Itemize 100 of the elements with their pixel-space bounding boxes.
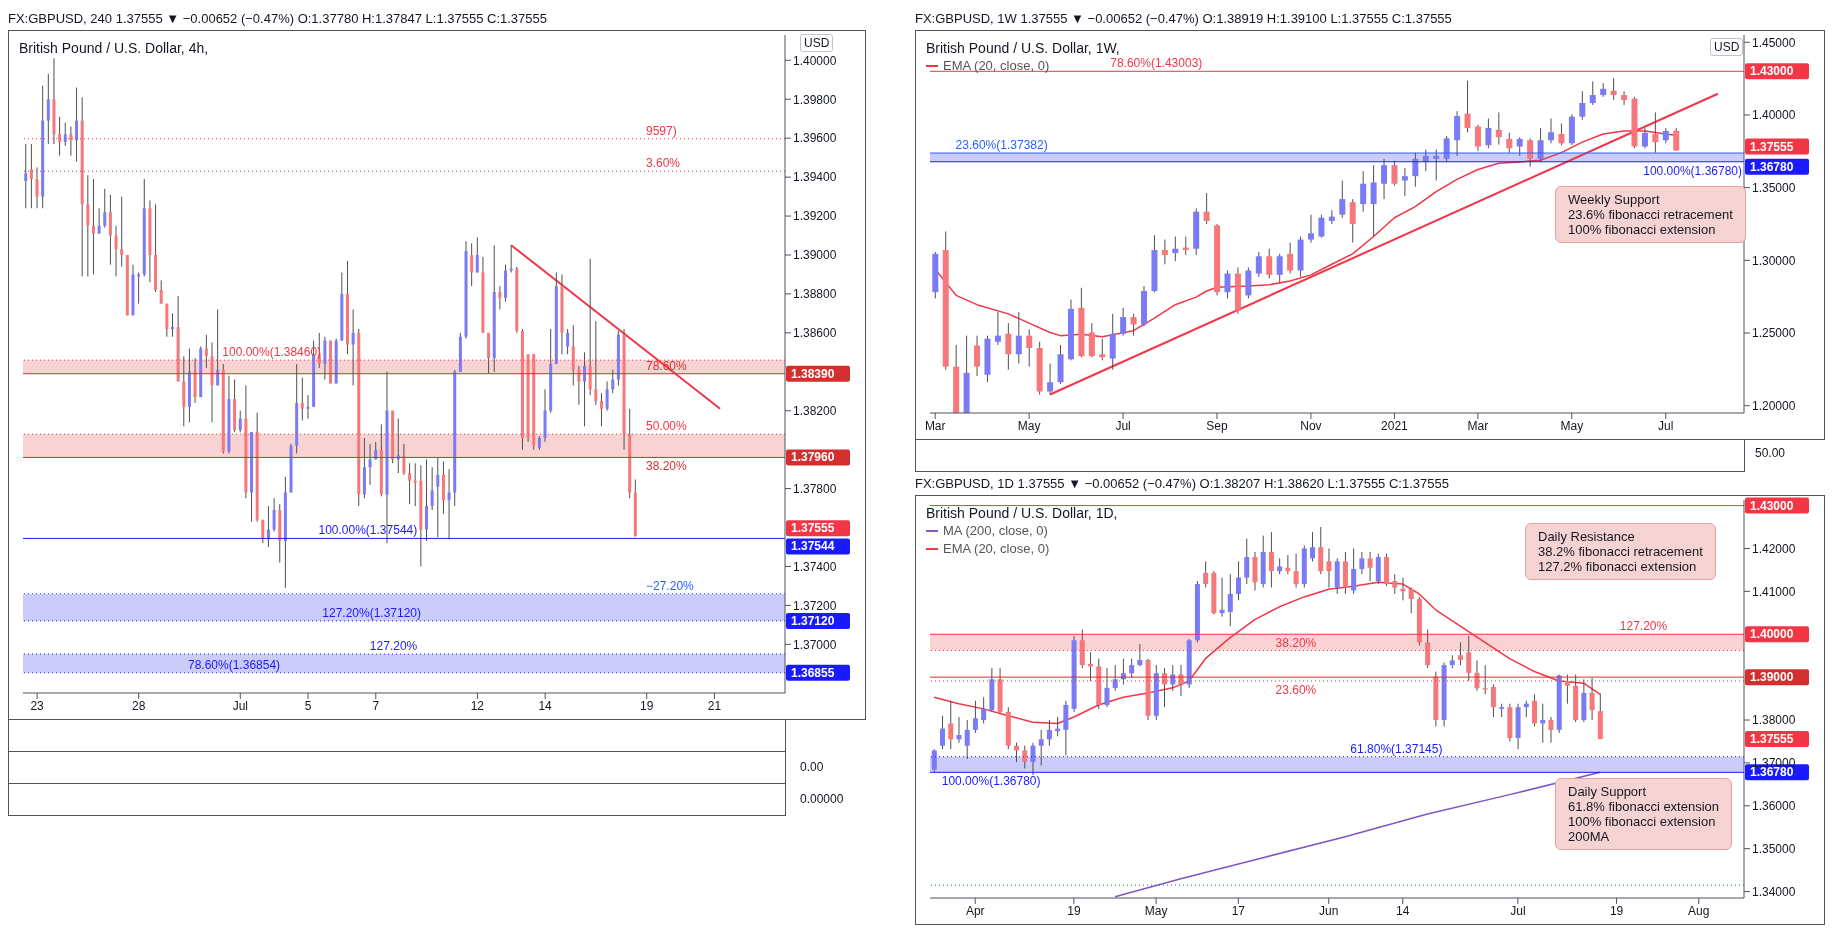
annotation: USD [1714, 40, 1740, 54]
ref-line-label: 78.60%(1.36854) [188, 657, 281, 672]
y-tick-label: 1.34000 [1752, 884, 1796, 899]
y-tick-label: 1.37200 [793, 598, 837, 613]
y-tick-label: 1.45000 [1752, 35, 1796, 50]
candlestick [1474, 124, 1481, 152]
annotation: 9597) [646, 123, 677, 138]
candlestick [1349, 198, 1356, 244]
x-tick-label: Apr [965, 903, 985, 918]
y-tick-label: 1.38600 [793, 326, 837, 341]
annotation: 3.60% [646, 156, 681, 171]
text: 1.37555 [791, 521, 835, 536]
x-tick-label: May [1017, 418, 1041, 433]
candlestick [571, 324, 575, 386]
annotation: 38.20% [1275, 635, 1317, 650]
candlestick [408, 462, 412, 505]
chart-title: British Pound / U.S. Dollar, 4h, [19, 39, 209, 57]
candlestick [1161, 239, 1168, 265]
candlestick [1516, 136, 1523, 157]
candlestick [1466, 635, 1472, 682]
candlestick [1307, 214, 1314, 244]
candlestick [1129, 658, 1135, 679]
chart-subtitle: FX:GBPUSD, 1D 1.37555 ▼ −0.00652 (−0.47%) O:1.38207 H:1.38620 L:1.37555 C:1.37555 [915, 475, 1450, 493]
y-tick-label: 1.39200 [793, 209, 837, 224]
candlestick [35, 166, 39, 209]
candlestick [1227, 573, 1233, 627]
candlestick [238, 410, 242, 433]
x-tick-label: Jul [1510, 903, 1526, 918]
candlestick [1433, 149, 1440, 182]
candlestick [402, 443, 406, 476]
candlestick [1408, 586, 1414, 614]
candlestick [171, 312, 174, 338]
annotation: Daily Support 61.8% fibonacci extension 100% fibonacci extension 200MA [1568, 784, 1720, 844]
candlestick [470, 242, 474, 287]
candlestick [1464, 80, 1471, 133]
candlestick [137, 272, 141, 305]
annotation: 127.20% [1619, 619, 1668, 634]
candlestick [1255, 251, 1262, 278]
candlestick [1652, 111, 1659, 154]
candlestick [1537, 127, 1544, 163]
candlestick [24, 143, 28, 209]
candlestick [577, 365, 581, 406]
y-tick-label: 1.39400 [793, 170, 837, 185]
candlestick [1236, 560, 1242, 601]
candlestick [368, 443, 372, 486]
y-tick-label: 1.39000 [793, 248, 837, 263]
candlestick [605, 381, 609, 412]
annotation: 127.20% [369, 639, 418, 654]
x-tick-label: Aug [1688, 903, 1710, 918]
x-tick-label: 19 [1609, 903, 1624, 918]
x-tick-label: 17 [1231, 903, 1246, 918]
x-tick-label: May [1144, 903, 1168, 918]
candlestick [588, 258, 592, 396]
candlestick [1172, 236, 1179, 262]
text: 50.00 [1755, 446, 1786, 460]
x-tick-label: Nov [1300, 418, 1322, 433]
candlestick [1641, 127, 1648, 149]
candlestick [1351, 547, 1357, 595]
candlestick [1038, 729, 1044, 766]
candlestick [1360, 170, 1367, 213]
y-tick-label: 1.35000 [1752, 180, 1796, 195]
candlestick [1458, 641, 1464, 666]
candlestick [1047, 363, 1054, 396]
ref-line-label: 100.00%(1.36780) [941, 774, 1041, 789]
candlestick [1548, 118, 1555, 144]
ref-line-label: 61.80%(1.37145) [1350, 741, 1443, 756]
candlestick [972, 700, 978, 734]
x-tick-label: 19 [640, 698, 654, 713]
candlestick [159, 279, 163, 305]
candlestick [1401, 167, 1408, 197]
text: 1.43000 [1750, 64, 1794, 79]
candlestick [948, 700, 954, 750]
candlestick [1532, 693, 1538, 727]
candlestick [1527, 137, 1534, 168]
x-tick-label: Mar [924, 418, 946, 433]
y-tick-label: 1.20000 [1752, 398, 1796, 413]
candlestick [611, 369, 615, 394]
y-tick-label: 1.38800 [793, 287, 837, 302]
candlestick [46, 73, 50, 145]
y-tick-label: 1.39600 [793, 131, 837, 146]
candlestick [1391, 160, 1398, 186]
x-tick-label: 14 [1396, 903, 1410, 918]
candlestick [1589, 80, 1596, 106]
candlestick [1287, 242, 1294, 275]
x-tick-label: 5 [304, 698, 312, 713]
text: 1.38390 [791, 366, 835, 381]
x-tick-label: 19 [1067, 903, 1081, 918]
candlestick [29, 143, 33, 209]
text: 1.43000 [1750, 498, 1794, 513]
candlestick [1621, 90, 1628, 106]
candlestick [509, 244, 513, 273]
candlestick [1099, 338, 1106, 361]
text: 0.00 [800, 760, 824, 774]
legend-label: EMA (20, close, 0) [943, 57, 1050, 75]
candlestick [594, 320, 598, 406]
candlestick [103, 188, 107, 229]
legend-label: MA (200, close, 0) [943, 522, 1048, 540]
candlestick [1120, 307, 1127, 337]
candlestick [266, 505, 270, 548]
candlestick [1244, 538, 1250, 585]
